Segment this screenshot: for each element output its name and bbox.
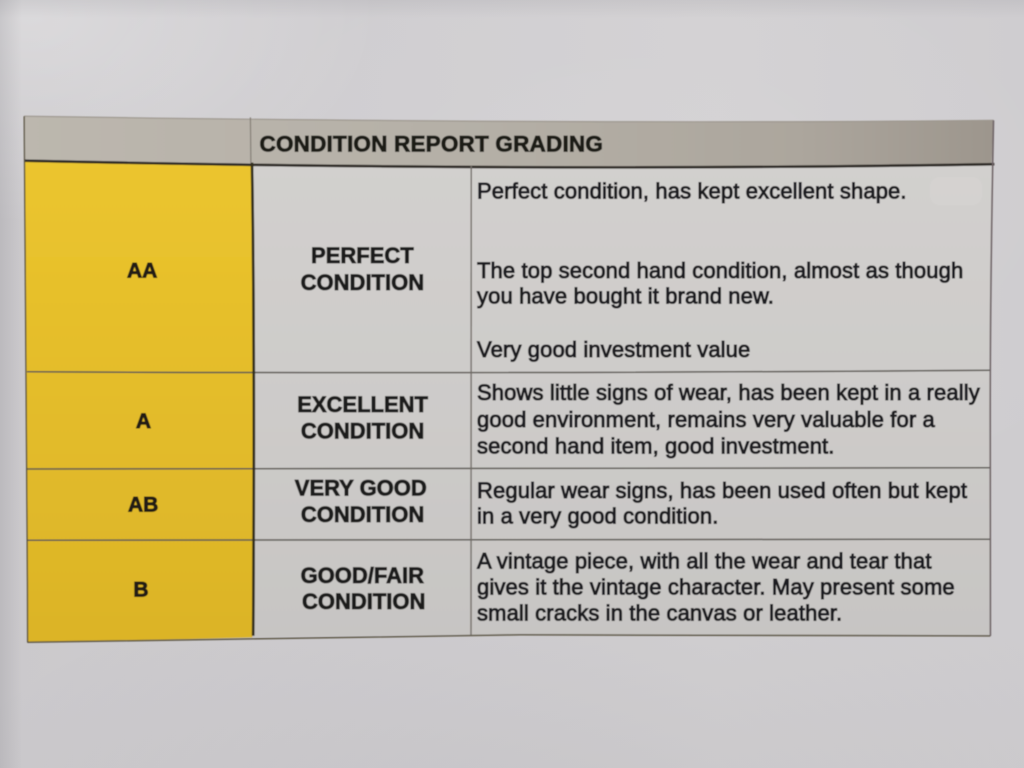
svg-text:Perfect condition, has kept ex: Perfect condition, has kept excellent sh… — [477, 178, 907, 203]
svg-text:CONDITION REPORT GRADING: CONDITION REPORT GRADING — [260, 131, 604, 156]
svg-text:AB: AB — [128, 494, 158, 517]
svg-text:EXCELLENT: EXCELLENT — [297, 392, 428, 417]
svg-text:CONDITION: CONDITION — [301, 419, 424, 444]
svg-text:you have bought it brand new.: you have bought it brand new. — [477, 284, 774, 309]
svg-text:GOOD/FAIR: GOOD/FAIR — [301, 563, 425, 588]
svg-text:gives it the vintage character: gives it the vintage character. May pres… — [477, 575, 955, 600]
svg-text:Regular wear signs, has been u: Regular wear signs, has been used often … — [477, 478, 967, 503]
svg-text:Shows little signs of wear, ha: Shows little signs of wear, has been kep… — [477, 380, 980, 405]
svg-text:in a very good condition.: in a very good condition. — [477, 504, 719, 529]
svg-text:Very good investment value: Very good investment value — [477, 337, 750, 362]
svg-text:second hand item, good investm: second hand item, good investment. — [477, 434, 835, 459]
svg-text:A: A — [136, 410, 151, 433]
svg-text:CONDITION: CONDITION — [301, 502, 424, 527]
svg-text:PERFECT: PERFECT — [311, 243, 414, 268]
svg-text:CONDITION: CONDITION — [302, 589, 425, 614]
svg-text:AA: AA — [127, 259, 157, 282]
svg-text:CONDITION: CONDITION — [301, 270, 424, 295]
svg-text:A vintage piece, with all the: A vintage piece, with all the wear and t… — [477, 549, 932, 574]
svg-text:B: B — [133, 579, 148, 602]
svg-text:VERY GOOD: VERY GOOD — [295, 476, 427, 501]
svg-text:small cracks in the canvas or: small cracks in the canvas or leather. — [477, 600, 842, 625]
svg-text:good environment, remains very: good environment, remains very valuable … — [477, 407, 936, 432]
svg-text:The top second hand condition,: The top second hand condition, almost as… — [477, 258, 963, 283]
